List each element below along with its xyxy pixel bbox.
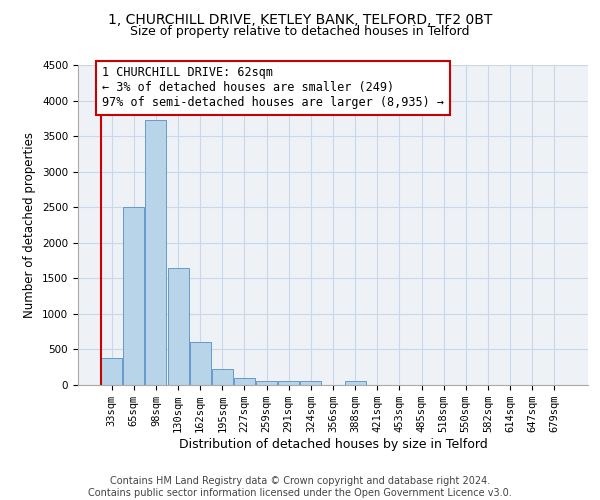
Bar xyxy=(301,382,322,385)
Bar xyxy=(190,342,211,385)
Bar xyxy=(101,358,122,385)
Bar xyxy=(124,207,145,385)
Text: Size of property relative to detached houses in Telford: Size of property relative to detached ho… xyxy=(130,25,470,38)
Y-axis label: Number of detached properties: Number of detached properties xyxy=(23,132,37,318)
Bar xyxy=(167,268,188,385)
Bar xyxy=(234,378,255,385)
X-axis label: Distribution of detached houses by size in Telford: Distribution of detached houses by size … xyxy=(179,438,487,451)
Text: 1 CHURCHILL DRIVE: 62sqm
← 3% of detached houses are smaller (249)
97% of semi-d: 1 CHURCHILL DRIVE: 62sqm ← 3% of detache… xyxy=(103,66,445,110)
Bar xyxy=(212,368,233,385)
Text: 1, CHURCHILL DRIVE, KETLEY BANK, TELFORD, TF2 0BT: 1, CHURCHILL DRIVE, KETLEY BANK, TELFORD… xyxy=(108,12,492,26)
Text: Contains HM Land Registry data © Crown copyright and database right 2024.
Contai: Contains HM Land Registry data © Crown c… xyxy=(88,476,512,498)
Bar xyxy=(344,382,365,385)
Bar xyxy=(256,380,277,385)
Bar xyxy=(278,382,299,385)
Bar xyxy=(145,120,166,385)
